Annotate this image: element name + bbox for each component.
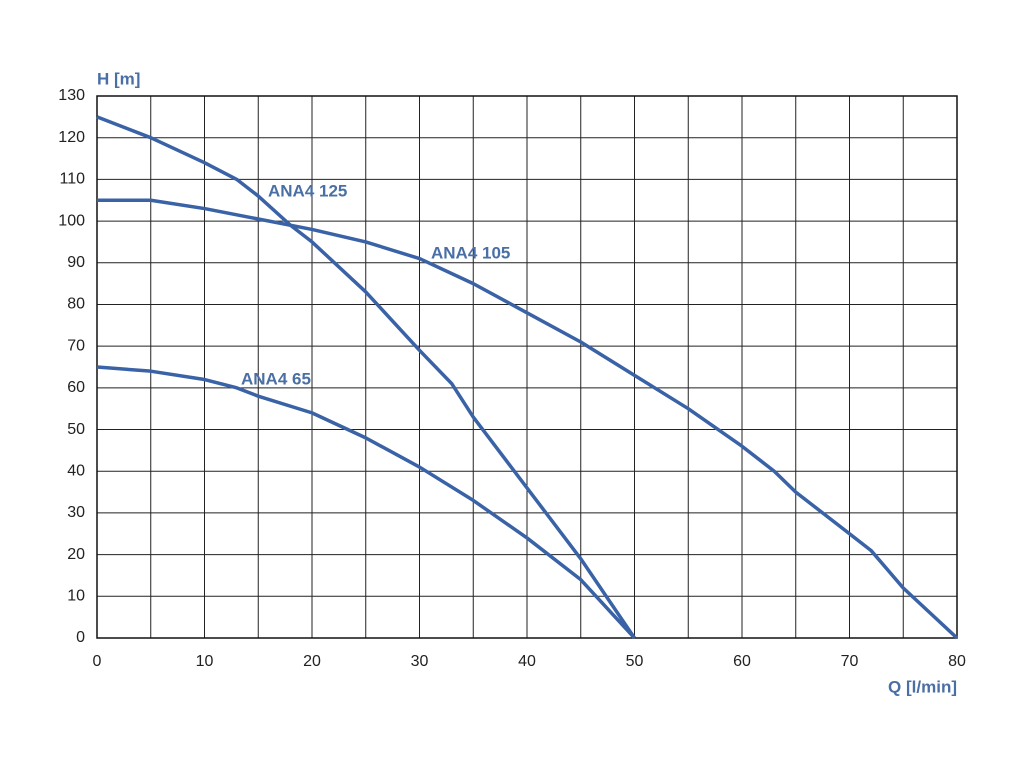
x-tick-label: 0 bbox=[93, 653, 102, 670]
y-tick-label: 30 bbox=[67, 504, 85, 521]
y-tick-label: 0 bbox=[76, 629, 85, 646]
y-tick-label: 110 bbox=[59, 171, 85, 188]
y-axis-label: H [m] bbox=[97, 69, 140, 88]
y-tick-label: 40 bbox=[67, 462, 85, 479]
y-tick-label: 100 bbox=[58, 212, 85, 229]
x-tick-label: 20 bbox=[303, 653, 321, 670]
y-tick-label: 130 bbox=[58, 87, 85, 104]
x-tick-label: 80 bbox=[948, 653, 966, 670]
series-label: ANA4 65 bbox=[241, 369, 311, 388]
x-axis-label: Q [l/min] bbox=[888, 677, 957, 696]
y-tick-label: 10 bbox=[67, 588, 85, 605]
series-line bbox=[96, 365, 636, 640]
y-tick-label: 20 bbox=[67, 546, 85, 563]
x-tick-label: 50 bbox=[626, 653, 644, 670]
series-label: ANA4 105 bbox=[431, 243, 510, 262]
y-tick-label: 70 bbox=[67, 337, 85, 354]
y-tick-label: 120 bbox=[58, 129, 85, 146]
y-tick-label: 90 bbox=[67, 254, 85, 271]
x-tick-label: 30 bbox=[411, 653, 429, 670]
y-tick-label: 80 bbox=[67, 296, 85, 313]
series-label: ANA4 125 bbox=[268, 181, 347, 200]
x-tick-label: 70 bbox=[841, 653, 859, 670]
series-line bbox=[96, 115, 636, 639]
x-tick-label: 40 bbox=[518, 653, 536, 670]
series-line bbox=[97, 198, 959, 640]
x-tick-label: 10 bbox=[196, 653, 214, 670]
x-tick-label: 60 bbox=[733, 653, 751, 670]
y-tick-label: 60 bbox=[67, 379, 85, 396]
y-tick-label: 50 bbox=[67, 421, 85, 438]
